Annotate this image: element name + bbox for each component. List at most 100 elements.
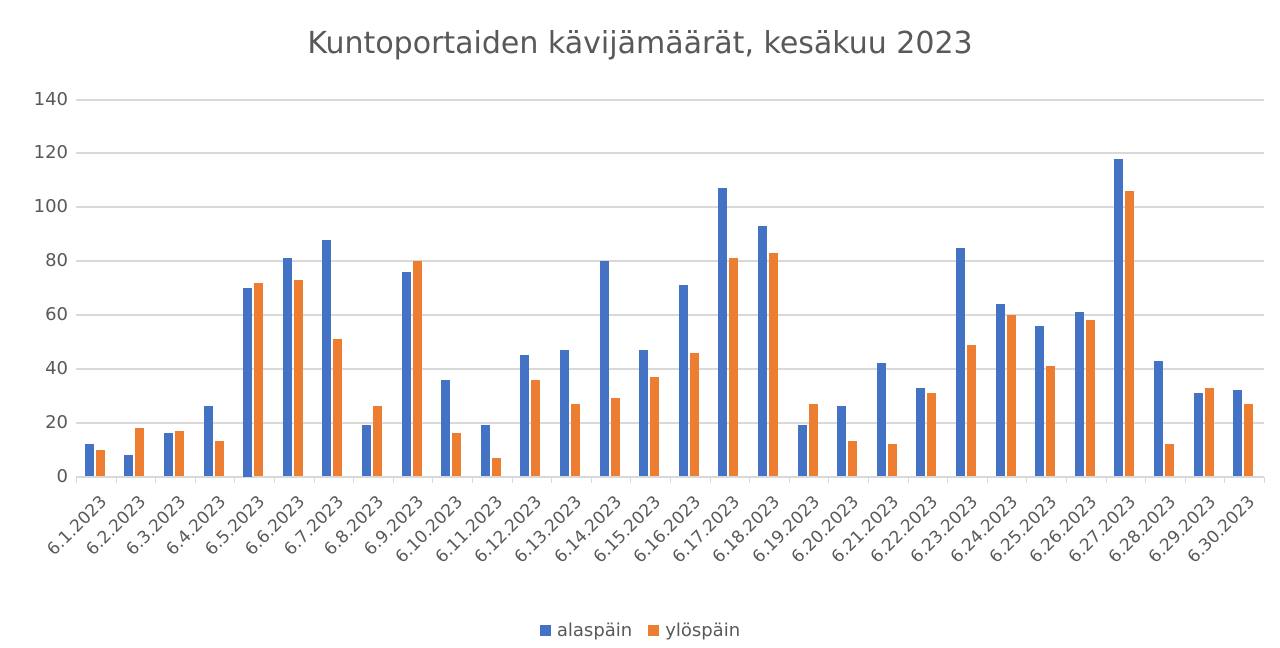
bar-ylospain bbox=[452, 433, 462, 477]
bar-ylospain bbox=[333, 339, 343, 477]
bar-ylospain bbox=[1046, 366, 1056, 477]
x-tick bbox=[1105, 476, 1107, 483]
y-tick-label: 40 bbox=[45, 357, 68, 379]
x-tick bbox=[194, 476, 196, 483]
legend-item: alaspäin bbox=[539, 620, 632, 641]
bar-ylospain bbox=[729, 258, 739, 477]
x-tick bbox=[986, 476, 988, 483]
x-tick bbox=[234, 476, 236, 483]
x-tick bbox=[1026, 476, 1028, 483]
bar-alaspain bbox=[1035, 325, 1045, 477]
x-tick bbox=[1145, 476, 1147, 483]
bar-alaspain bbox=[599, 261, 609, 477]
bar-alaspain bbox=[560, 349, 569, 477]
x-tick bbox=[313, 476, 315, 483]
bar-ylospain bbox=[1204, 387, 1214, 477]
bar-alaspain bbox=[401, 271, 411, 477]
x-tick bbox=[1066, 476, 1067, 483]
y-tick-label: 80 bbox=[45, 250, 68, 272]
legend-swatch-icon bbox=[648, 625, 660, 636]
bar-alaspain bbox=[718, 188, 728, 477]
x-tick bbox=[868, 476, 869, 483]
bar-ylospain bbox=[1125, 191, 1135, 477]
bar-alaspain bbox=[1154, 360, 1163, 477]
x-tick bbox=[947, 476, 949, 483]
x-tick bbox=[115, 476, 117, 483]
bar-ylospain bbox=[887, 444, 897, 477]
y-tick-label: 60 bbox=[45, 303, 68, 325]
gridline bbox=[76, 206, 1264, 209]
bar-alaspain bbox=[1114, 158, 1124, 477]
bar-ylospain bbox=[491, 457, 501, 477]
bar-ylospain bbox=[531, 379, 541, 477]
x-tick bbox=[630, 476, 632, 483]
bar-ylospain bbox=[927, 393, 937, 477]
bar-alaspain bbox=[837, 406, 847, 477]
x-tick bbox=[828, 476, 830, 483]
bar-alaspain bbox=[480, 425, 490, 477]
bar-alaspain bbox=[441, 379, 451, 477]
bar-ylospain bbox=[95, 449, 105, 477]
bar-alaspain bbox=[678, 285, 688, 477]
bar-alaspain bbox=[243, 288, 253, 477]
legend-label: ylöspäin bbox=[665, 620, 741, 641]
bar-alaspain bbox=[876, 363, 886, 477]
x-tick bbox=[155, 476, 157, 483]
x-tick bbox=[551, 476, 553, 483]
bar-alaspain bbox=[84, 444, 94, 477]
x-tick bbox=[907, 476, 909, 483]
y-tick-label: 0 bbox=[56, 465, 68, 487]
bar-alaspain bbox=[203, 406, 213, 477]
x-tick bbox=[432, 476, 434, 483]
bar-alaspain bbox=[1074, 312, 1084, 477]
gridline bbox=[76, 260, 1264, 263]
legend-swatch-icon bbox=[539, 625, 551, 636]
x-tick bbox=[709, 476, 711, 483]
y-tick-label: 140 bbox=[33, 88, 68, 110]
bar-alaspain bbox=[322, 239, 332, 477]
x-tick bbox=[749, 476, 751, 483]
bar-alaspain bbox=[995, 304, 1005, 477]
bar-ylospain bbox=[1006, 314, 1016, 477]
bar-alaspain bbox=[1233, 390, 1243, 477]
bar-ylospain bbox=[967, 344, 976, 477]
gridline bbox=[76, 421, 1264, 424]
legend: alaspäin ylöspäin bbox=[0, 620, 1280, 641]
x-tick bbox=[472, 476, 473, 483]
bar-alaspain bbox=[520, 355, 530, 477]
bar-ylospain bbox=[175, 430, 184, 477]
bar-alaspain bbox=[124, 454, 134, 477]
bar-alaspain bbox=[1193, 393, 1203, 477]
gridline bbox=[76, 313, 1264, 316]
bar-alaspain bbox=[282, 258, 292, 477]
bar-alaspain bbox=[758, 226, 767, 477]
x-tick bbox=[1264, 476, 1265, 483]
y-tick-label: 20 bbox=[45, 411, 68, 433]
legend-item: ylöspäin bbox=[648, 620, 740, 641]
bar-alaspain bbox=[797, 425, 807, 477]
y-tick-label: 120 bbox=[33, 142, 68, 164]
bar-ylospain bbox=[135, 428, 145, 477]
x-tick bbox=[670, 476, 671, 483]
x-tick bbox=[590, 476, 592, 483]
bar-ylospain bbox=[689, 352, 699, 477]
y-tick-label: 100 bbox=[33, 196, 68, 218]
bar-ylospain bbox=[1165, 444, 1174, 477]
gridline bbox=[76, 98, 1264, 101]
bar-alaspain bbox=[956, 247, 965, 477]
bar-ylospain bbox=[650, 376, 660, 477]
bar-alaspain bbox=[639, 349, 649, 477]
bar-ylospain bbox=[848, 441, 858, 477]
bar-ylospain bbox=[610, 398, 620, 477]
bar-ylospain bbox=[373, 406, 382, 477]
x-tick bbox=[1184, 476, 1186, 483]
x-tick bbox=[353, 476, 355, 483]
bar-ylospain bbox=[808, 403, 818, 477]
bar-ylospain bbox=[412, 261, 422, 477]
bar-ylospain bbox=[1244, 403, 1254, 477]
x-tick bbox=[1224, 476, 1226, 483]
x-tick bbox=[392, 476, 394, 483]
x-tick bbox=[274, 476, 275, 483]
bar-alaspain bbox=[164, 433, 173, 477]
